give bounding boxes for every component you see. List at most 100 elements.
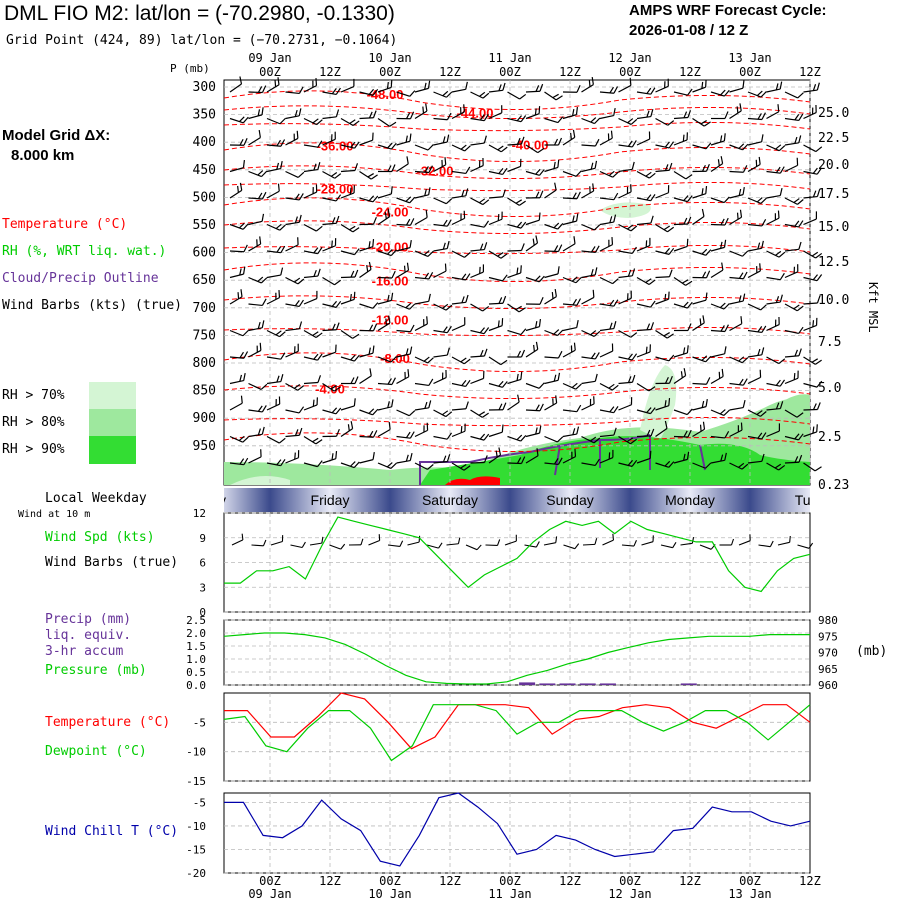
wind-barb-staff xyxy=(451,382,466,387)
pressure-tick-label: 975 xyxy=(818,630,838,643)
wind-barb-staff xyxy=(377,428,391,438)
wind-barb-feather xyxy=(279,117,286,125)
wind-barb-feather xyxy=(368,111,373,119)
wind-barb xyxy=(433,241,450,252)
wind-barb-feather xyxy=(761,432,767,440)
wind-barb-feather xyxy=(702,421,706,430)
wind-barb-feather xyxy=(519,158,522,167)
wind-barb xyxy=(377,249,397,257)
wind-barb-feather xyxy=(612,171,619,178)
wind-barb-staff xyxy=(340,144,355,149)
wind-barb-staff xyxy=(248,114,263,120)
wind-barb xyxy=(747,240,764,252)
wind-barb-staff xyxy=(655,329,668,339)
wind-barb-feather xyxy=(705,249,712,256)
wind-barb xyxy=(544,288,557,305)
wind-barb-staff xyxy=(562,114,577,120)
wind-barb xyxy=(322,344,337,358)
wind-barb-feather xyxy=(779,294,783,303)
wind-barb-feather xyxy=(256,345,258,353)
wind-barb-staff xyxy=(285,382,299,391)
wind-barb xyxy=(692,208,705,225)
wind-barb-feather xyxy=(442,219,448,227)
wind-barb-feather xyxy=(497,252,504,257)
wind-barb xyxy=(359,195,379,203)
wind-barb-feather xyxy=(650,322,655,330)
wind-barb-feather xyxy=(705,462,712,469)
wind-barb xyxy=(747,219,767,227)
wind-barb-staff xyxy=(414,250,429,258)
wind-barb-staff xyxy=(655,169,670,173)
wind-barb-feather xyxy=(812,320,815,327)
wind-barb xyxy=(470,370,485,385)
wind-barb-staff xyxy=(710,329,726,333)
temperature-contour xyxy=(223,165,811,180)
wind-barb-feather xyxy=(372,239,375,247)
wind-barb-staff xyxy=(322,170,336,179)
wind-barb xyxy=(581,183,595,199)
wind-barb xyxy=(451,144,471,152)
wind-barb-staff xyxy=(322,409,337,415)
wind-barb xyxy=(377,186,393,199)
wind-barb-feather xyxy=(811,358,819,363)
wind-barb-feather xyxy=(738,272,744,279)
wind-barb-feather xyxy=(479,327,485,334)
wind-barb-staff xyxy=(766,194,781,199)
wind-barb xyxy=(377,377,396,386)
wind-barb-staff xyxy=(729,87,744,93)
wind-barb-staff xyxy=(636,382,650,392)
wind-barb xyxy=(729,103,742,120)
wind-barb xyxy=(303,353,323,361)
wind-barb-feather xyxy=(478,411,486,416)
wind-barb-feather xyxy=(502,295,507,304)
wind-barb-feather xyxy=(588,79,591,87)
wind-barb-staff xyxy=(396,376,410,385)
wind-barb xyxy=(544,222,564,230)
surface-barb-feather xyxy=(633,540,637,547)
wind-barb xyxy=(377,292,394,305)
wind-barb-feather xyxy=(667,120,675,126)
wind-barb-staff xyxy=(618,168,633,173)
temperature-contour-label: -36.00 xyxy=(317,138,354,153)
wind-barb xyxy=(359,88,379,96)
wind-barb-staff xyxy=(451,195,466,199)
top-date-label: 12 Jan xyxy=(608,51,651,65)
wind-barb-staff xyxy=(414,144,429,151)
height-tick-label: 2.5 xyxy=(818,430,841,445)
wind-barb-staff xyxy=(229,329,244,337)
wind-barb xyxy=(488,82,506,93)
wind-barb xyxy=(766,188,783,199)
wind-barb-feather xyxy=(405,454,409,462)
wind-barb-staff xyxy=(470,329,485,335)
wind-barb-feather xyxy=(275,292,277,300)
wind-barb-feather xyxy=(645,346,648,354)
wind-barb-feather xyxy=(388,315,391,324)
wind-barb-feather xyxy=(535,341,539,350)
weekday-segment xyxy=(270,488,390,512)
wind-barb-feather xyxy=(590,330,597,336)
wind-barb-feather xyxy=(424,82,427,90)
wind-barb-feather xyxy=(761,219,767,227)
wind-barb-feather xyxy=(372,88,379,96)
wind-barb-feather xyxy=(667,78,669,87)
wind-barb-feather xyxy=(627,353,633,360)
wind-barb-feather xyxy=(571,276,578,282)
wind-barb-staff xyxy=(618,297,632,305)
wind-barb-feather xyxy=(445,369,447,378)
temperature-line xyxy=(224,692,811,750)
surface-barb-feather xyxy=(438,542,443,549)
surface-barb-staff xyxy=(621,544,635,547)
wind-barb-staff xyxy=(525,242,538,252)
wind-barb-feather xyxy=(650,109,654,117)
wind-barb xyxy=(266,459,286,467)
wind-barb-feather xyxy=(387,209,391,217)
wind-barb xyxy=(581,396,595,411)
wind-barb-feather xyxy=(538,382,545,389)
wind-barb-staff xyxy=(470,377,484,385)
wind-barb-staff xyxy=(248,433,263,438)
wind-barb-feather xyxy=(280,374,284,382)
wind-barb-staff xyxy=(507,223,522,229)
wind-barb-staff xyxy=(544,379,559,385)
wind-barb xyxy=(711,111,729,120)
wind-barb-feather xyxy=(350,354,356,361)
